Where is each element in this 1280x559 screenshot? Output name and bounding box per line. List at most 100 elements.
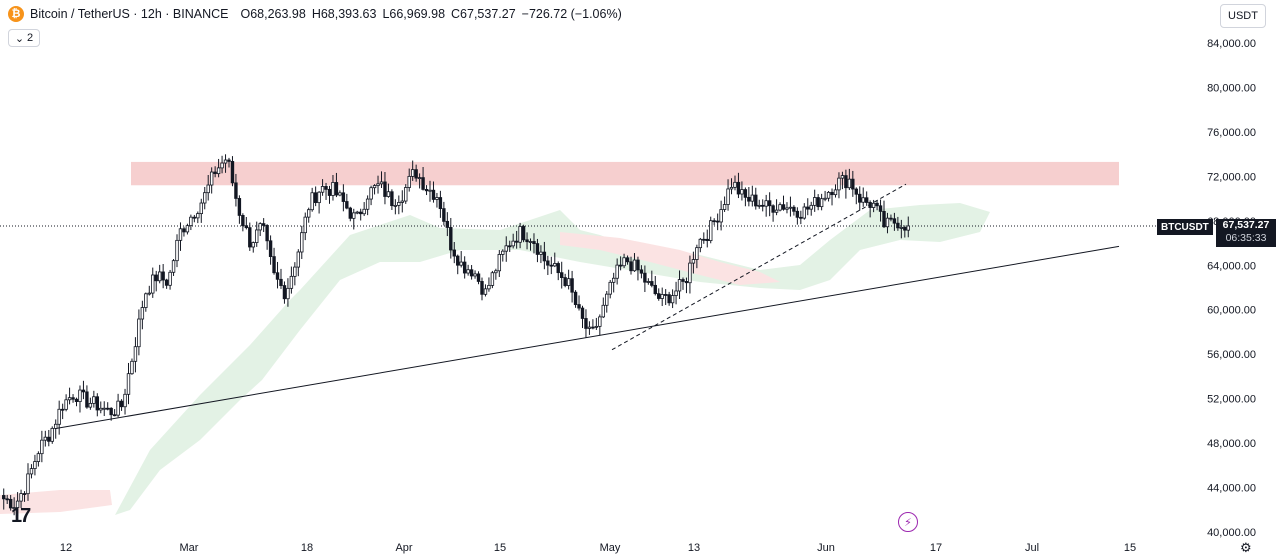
candle-body <box>452 249 456 257</box>
indicator-count: 2 <box>27 32 34 44</box>
candle <box>71 394 75 403</box>
candle <box>844 169 848 199</box>
candle-body <box>663 294 668 296</box>
candle <box>504 236 508 262</box>
indicators-toggle[interactable]: ⌄ 2 <box>8 29 40 47</box>
candle-body <box>144 293 148 308</box>
candle-body <box>560 272 564 278</box>
candle-body <box>473 273 477 277</box>
price-tick-label: 60,000.00 <box>1207 305 1256 317</box>
candle-body <box>705 238 709 242</box>
time-tick-label: 15 <box>494 542 506 554</box>
candle <box>431 181 436 203</box>
high-label: H <box>311 7 321 21</box>
dashed-trendline[interactable] <box>611 183 907 351</box>
candle-body <box>528 241 533 243</box>
candle <box>719 200 723 231</box>
currency-button[interactable]: USDT <box>1220 4 1266 28</box>
candle-body <box>747 196 751 202</box>
candle <box>729 178 734 195</box>
candle <box>462 256 467 279</box>
candle <box>632 253 637 272</box>
candle <box>358 208 363 221</box>
tradingview-logo[interactable]: 17 <box>11 505 31 527</box>
candle-body <box>906 225 910 231</box>
candle-body <box>19 493 23 502</box>
candle <box>521 224 526 243</box>
candle-body <box>871 202 876 208</box>
candle-body <box>421 177 425 190</box>
candle-body <box>99 407 103 411</box>
candle <box>885 212 890 234</box>
candle <box>615 258 619 285</box>
candle-body <box>754 194 758 207</box>
change-value: −726.72 (−1.06%) <box>521 7 622 21</box>
settings-gear-icon[interactable]: ⚙ <box>1240 540 1252 555</box>
candle-body <box>334 182 339 196</box>
candle <box>809 201 813 216</box>
candle-body <box>688 262 692 284</box>
candle-body <box>414 169 418 179</box>
candle <box>216 158 221 178</box>
candle-body <box>767 200 772 207</box>
candle <box>237 195 242 224</box>
candle <box>424 185 429 196</box>
candle <box>234 173 238 207</box>
candle-body <box>546 260 550 266</box>
candle <box>258 222 262 237</box>
candle-body <box>338 192 342 196</box>
bar-countdown: 06:35:33 <box>1225 232 1267 244</box>
candle <box>650 270 654 288</box>
candle <box>144 292 148 312</box>
bitcoin-icon: ₿ <box>8 6 24 22</box>
candle <box>417 173 422 189</box>
candle <box>230 156 235 187</box>
candle-body <box>802 206 806 219</box>
candle-body <box>736 181 741 195</box>
candle-body <box>22 493 27 495</box>
candle-body <box>625 257 630 263</box>
candle <box>858 186 862 211</box>
candle <box>823 190 827 202</box>
candle-body <box>691 259 696 264</box>
price-tick-label: 84,000.00 <box>1207 38 1256 50</box>
resistance-zone[interactable] <box>131 161 1119 186</box>
candle-body <box>175 239 179 262</box>
candle-body <box>40 439 44 455</box>
candle <box>81 380 86 400</box>
candle <box>286 278 290 307</box>
candle <box>747 186 751 207</box>
ascending-trendline[interactable] <box>54 245 1120 430</box>
price-axis[interactable]: 84,000.0080,000.0076,000.0072,000.0068,0… <box>1207 38 1256 539</box>
candle <box>303 212 307 241</box>
candle <box>546 255 550 276</box>
candle-body <box>819 198 824 208</box>
candle <box>643 265 647 293</box>
candle-body <box>494 270 498 274</box>
candle <box>307 207 311 223</box>
candle-body <box>348 207 352 219</box>
candle <box>864 191 869 206</box>
candle-body <box>816 197 820 208</box>
lightning-icon[interactable]: ⚡ <box>898 512 918 532</box>
candle-body <box>584 318 588 329</box>
candle-body <box>15 500 20 508</box>
candle <box>442 201 446 226</box>
symbol-title[interactable]: Bitcoin / TetherUS · 12h · BINANCE <box>30 7 229 21</box>
candle <box>698 237 703 253</box>
candle <box>206 175 210 201</box>
candle-body <box>47 436 51 442</box>
price-tick-label: 56,000.00 <box>1207 349 1256 361</box>
candle-body <box>667 294 671 304</box>
candle-body <box>206 184 210 194</box>
candle <box>78 385 82 413</box>
candle <box>36 451 41 467</box>
candle <box>126 362 131 405</box>
candle <box>833 184 838 198</box>
candle <box>369 185 373 206</box>
candle <box>54 419 58 439</box>
candle-body <box>12 507 16 509</box>
time-axis[interactable]: 12 Mar 18 Apr 15 May 13 Jun 17 Jul 15 <box>60 542 1136 554</box>
candle-body <box>785 207 789 210</box>
